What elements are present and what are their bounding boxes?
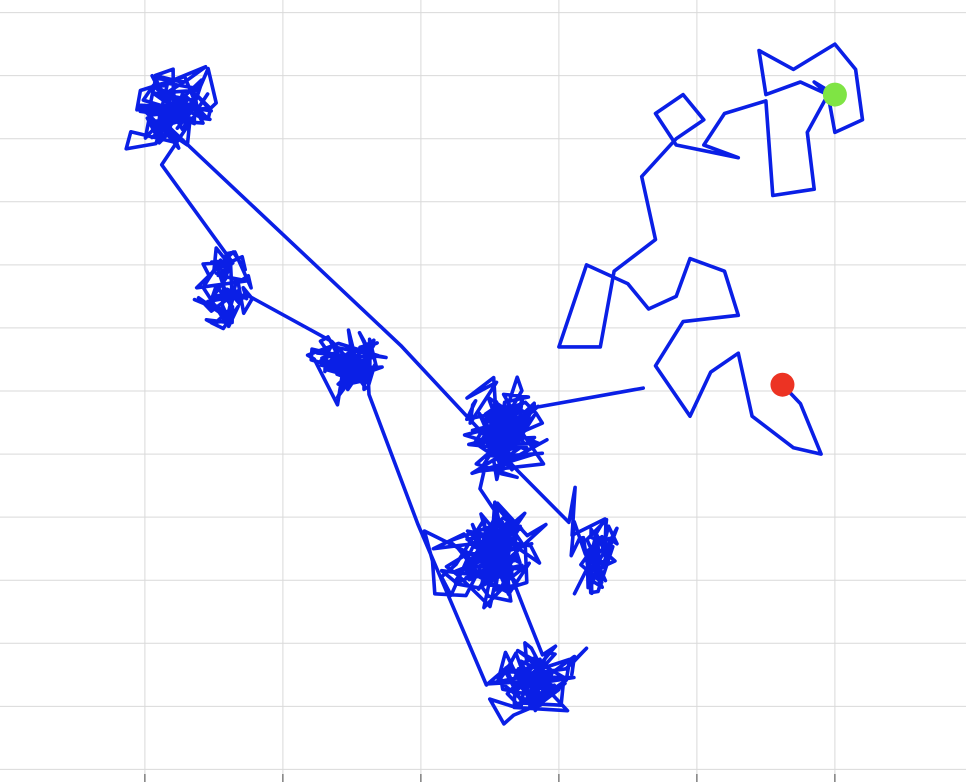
walk-path: [124, 42, 865, 726]
endpoint-markers: [770, 82, 847, 397]
walk-path-branch: [557, 42, 865, 456]
walk-path-tangle: [124, 65, 645, 726]
x-axis-ticks: [144, 774, 836, 782]
start-point-marker: [770, 372, 795, 397]
end-point-marker: [822, 82, 847, 107]
